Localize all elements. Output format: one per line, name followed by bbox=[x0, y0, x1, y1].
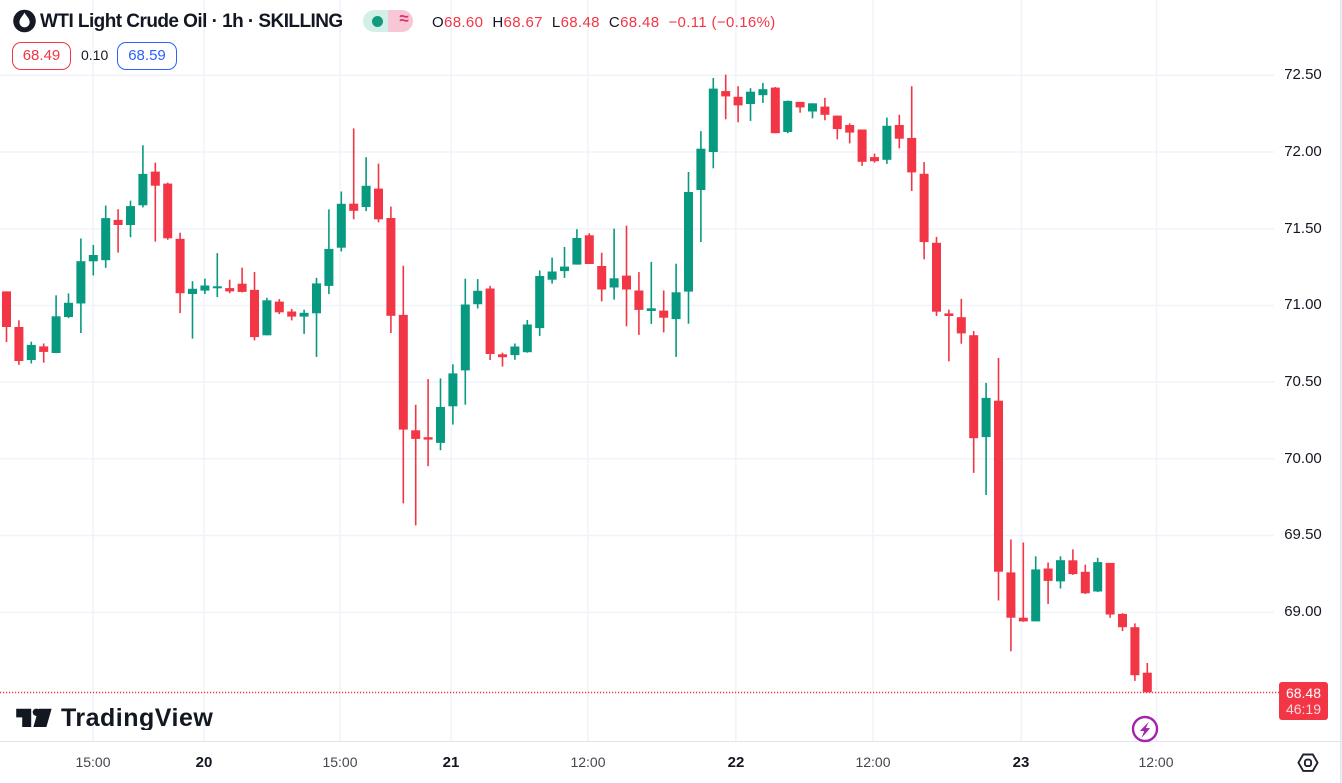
svg-text:TradingView: TradingView bbox=[61, 708, 213, 730]
